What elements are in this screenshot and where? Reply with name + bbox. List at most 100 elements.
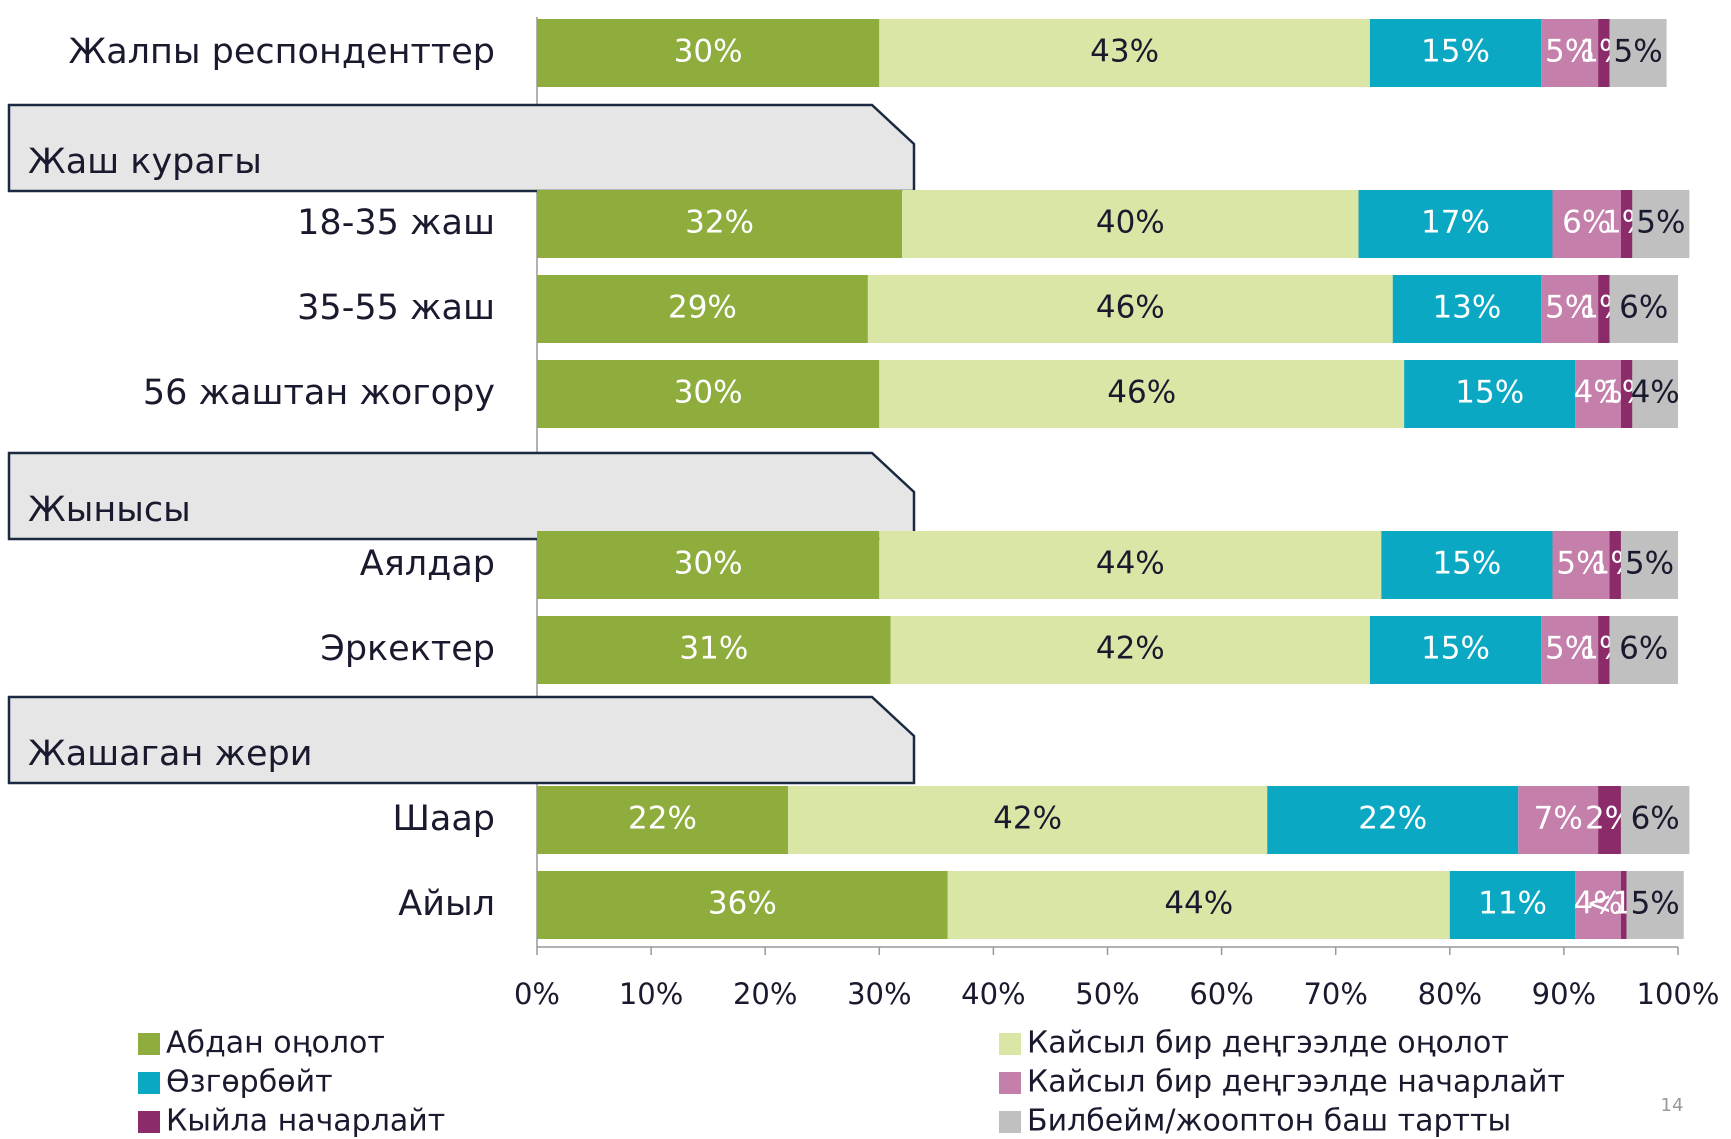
bar-segment [1598, 616, 1610, 684]
bar-segment [1598, 275, 1610, 343]
bar-segment [1552, 190, 1621, 258]
legend-swatch [999, 1072, 1021, 1094]
bar-segment [537, 531, 880, 599]
data-label: 30% [674, 546, 743, 582]
x-tick-label: 90% [1532, 977, 1596, 1011]
data-label: 17% [1421, 205, 1490, 241]
category-label: Жалпы респонденттер [69, 32, 495, 72]
data-label: 4% [1574, 375, 1623, 411]
group-header-box [7, 451, 916, 541]
data-label: 5% [1625, 546, 1674, 582]
data-label: 36% [708, 886, 777, 922]
data-label: 32% [685, 205, 754, 241]
legend-swatch [999, 1033, 1021, 1055]
bar-segment [537, 190, 903, 258]
group-header-label: Жаш курагы [28, 142, 262, 182]
x-tick-label: 100% [1637, 977, 1720, 1011]
data-label: 11% [1478, 886, 1547, 922]
data-label: 30% [674, 34, 743, 70]
bar-segment [1620, 531, 1678, 599]
bar-segment [879, 360, 1405, 428]
bar-segment [537, 616, 891, 684]
category-label: Аялдар [360, 544, 495, 584]
data-label: 5% [1545, 631, 1594, 667]
data-label: 15% [1421, 34, 1490, 70]
data-label: 4% [1574, 886, 1623, 922]
category-label: Эркектер [320, 629, 495, 669]
bar-segment [1541, 275, 1599, 343]
x-tick-label: 20% [733, 977, 797, 1011]
data-label: 6% [1631, 801, 1680, 837]
data-label: 13% [1432, 290, 1501, 326]
bar-segment [1620, 360, 1633, 428]
data-label: 5% [1545, 34, 1594, 70]
group-header-label: Жашаган жери [28, 734, 313, 774]
x-tick-label: 10% [619, 977, 683, 1011]
bar-segment [1369, 19, 1542, 87]
bar-segment [1369, 616, 1542, 684]
x-tick-label: 0% [514, 977, 560, 1011]
bar-segment [1358, 190, 1553, 258]
bar-segment [1518, 786, 1599, 854]
x-tick-label: 60% [1189, 977, 1253, 1011]
bar-segment [1392, 275, 1542, 343]
bar-segment [879, 531, 1382, 599]
data-label: 46% [1107, 375, 1176, 411]
data-label: 29% [668, 290, 737, 326]
bar-segment [537, 360, 880, 428]
legend-label: Абдан оңолот [166, 1026, 385, 1061]
page-number: 14 [1661, 1095, 1684, 1116]
bar-segment [788, 786, 1268, 854]
data-label: 5% [1636, 205, 1685, 241]
bar-segment [1598, 19, 1610, 87]
x-tick-label: 40% [961, 977, 1025, 1011]
data-label: 42% [1096, 631, 1165, 667]
data-label: 22% [628, 801, 697, 837]
data-label: 42% [993, 801, 1062, 837]
legend-swatch [138, 1033, 160, 1055]
bar-segment [1575, 360, 1621, 428]
data-label: 15% [1432, 546, 1501, 582]
legend-swatch [999, 1111, 1021, 1133]
data-label: 46% [1096, 290, 1165, 326]
group-header-label: Жынысы [28, 490, 191, 530]
data-label: 6% [1619, 631, 1668, 667]
legend-label: Билбейм/жооптон баш тартты [1027, 1104, 1511, 1139]
category-label: 35-55 жаш [297, 288, 495, 328]
legend-label: Кыйла начарлайт [166, 1104, 445, 1139]
bar-segment [867, 275, 1393, 343]
group-header-box [7, 103, 916, 193]
legend-swatch [138, 1111, 160, 1133]
bar-segment [902, 190, 1359, 258]
data-label: 5% [1545, 290, 1594, 326]
data-label: 44% [1096, 546, 1165, 582]
data-label: 44% [1164, 886, 1233, 922]
data-label: 6% [1562, 205, 1611, 241]
data-label: 5% [1613, 34, 1662, 70]
bar-segment [1620, 190, 1633, 258]
data-label: 30% [674, 375, 743, 411]
bar-segment [1552, 531, 1610, 599]
category-label: Айыл [398, 884, 495, 924]
bar-segment [1541, 19, 1599, 87]
legend-label: Кайсыл бир деңгээлде оңолот [1027, 1026, 1509, 1061]
data-label: 15% [1455, 375, 1524, 411]
bar-segment [1609, 531, 1621, 599]
category-label: 18-35 жаш [297, 203, 495, 243]
legend-label: Кайсыл бир деңгээлде начарлайт [1027, 1065, 1565, 1100]
bar-segment [1575, 871, 1621, 939]
bar-segment [537, 275, 868, 343]
bar-segment [1609, 275, 1678, 343]
bar-segment [537, 786, 789, 854]
group-header-box [7, 695, 916, 785]
x-tick-label: 70% [1303, 977, 1367, 1011]
bar-segment [1632, 190, 1690, 258]
bar-segment [537, 871, 948, 939]
bar-segment [879, 19, 1370, 87]
bar-segment [1626, 871, 1684, 939]
data-label: 40% [1096, 205, 1165, 241]
legend-swatch [138, 1072, 160, 1094]
data-label: 5% [1631, 886, 1680, 922]
x-tick-label: 80% [1418, 977, 1482, 1011]
